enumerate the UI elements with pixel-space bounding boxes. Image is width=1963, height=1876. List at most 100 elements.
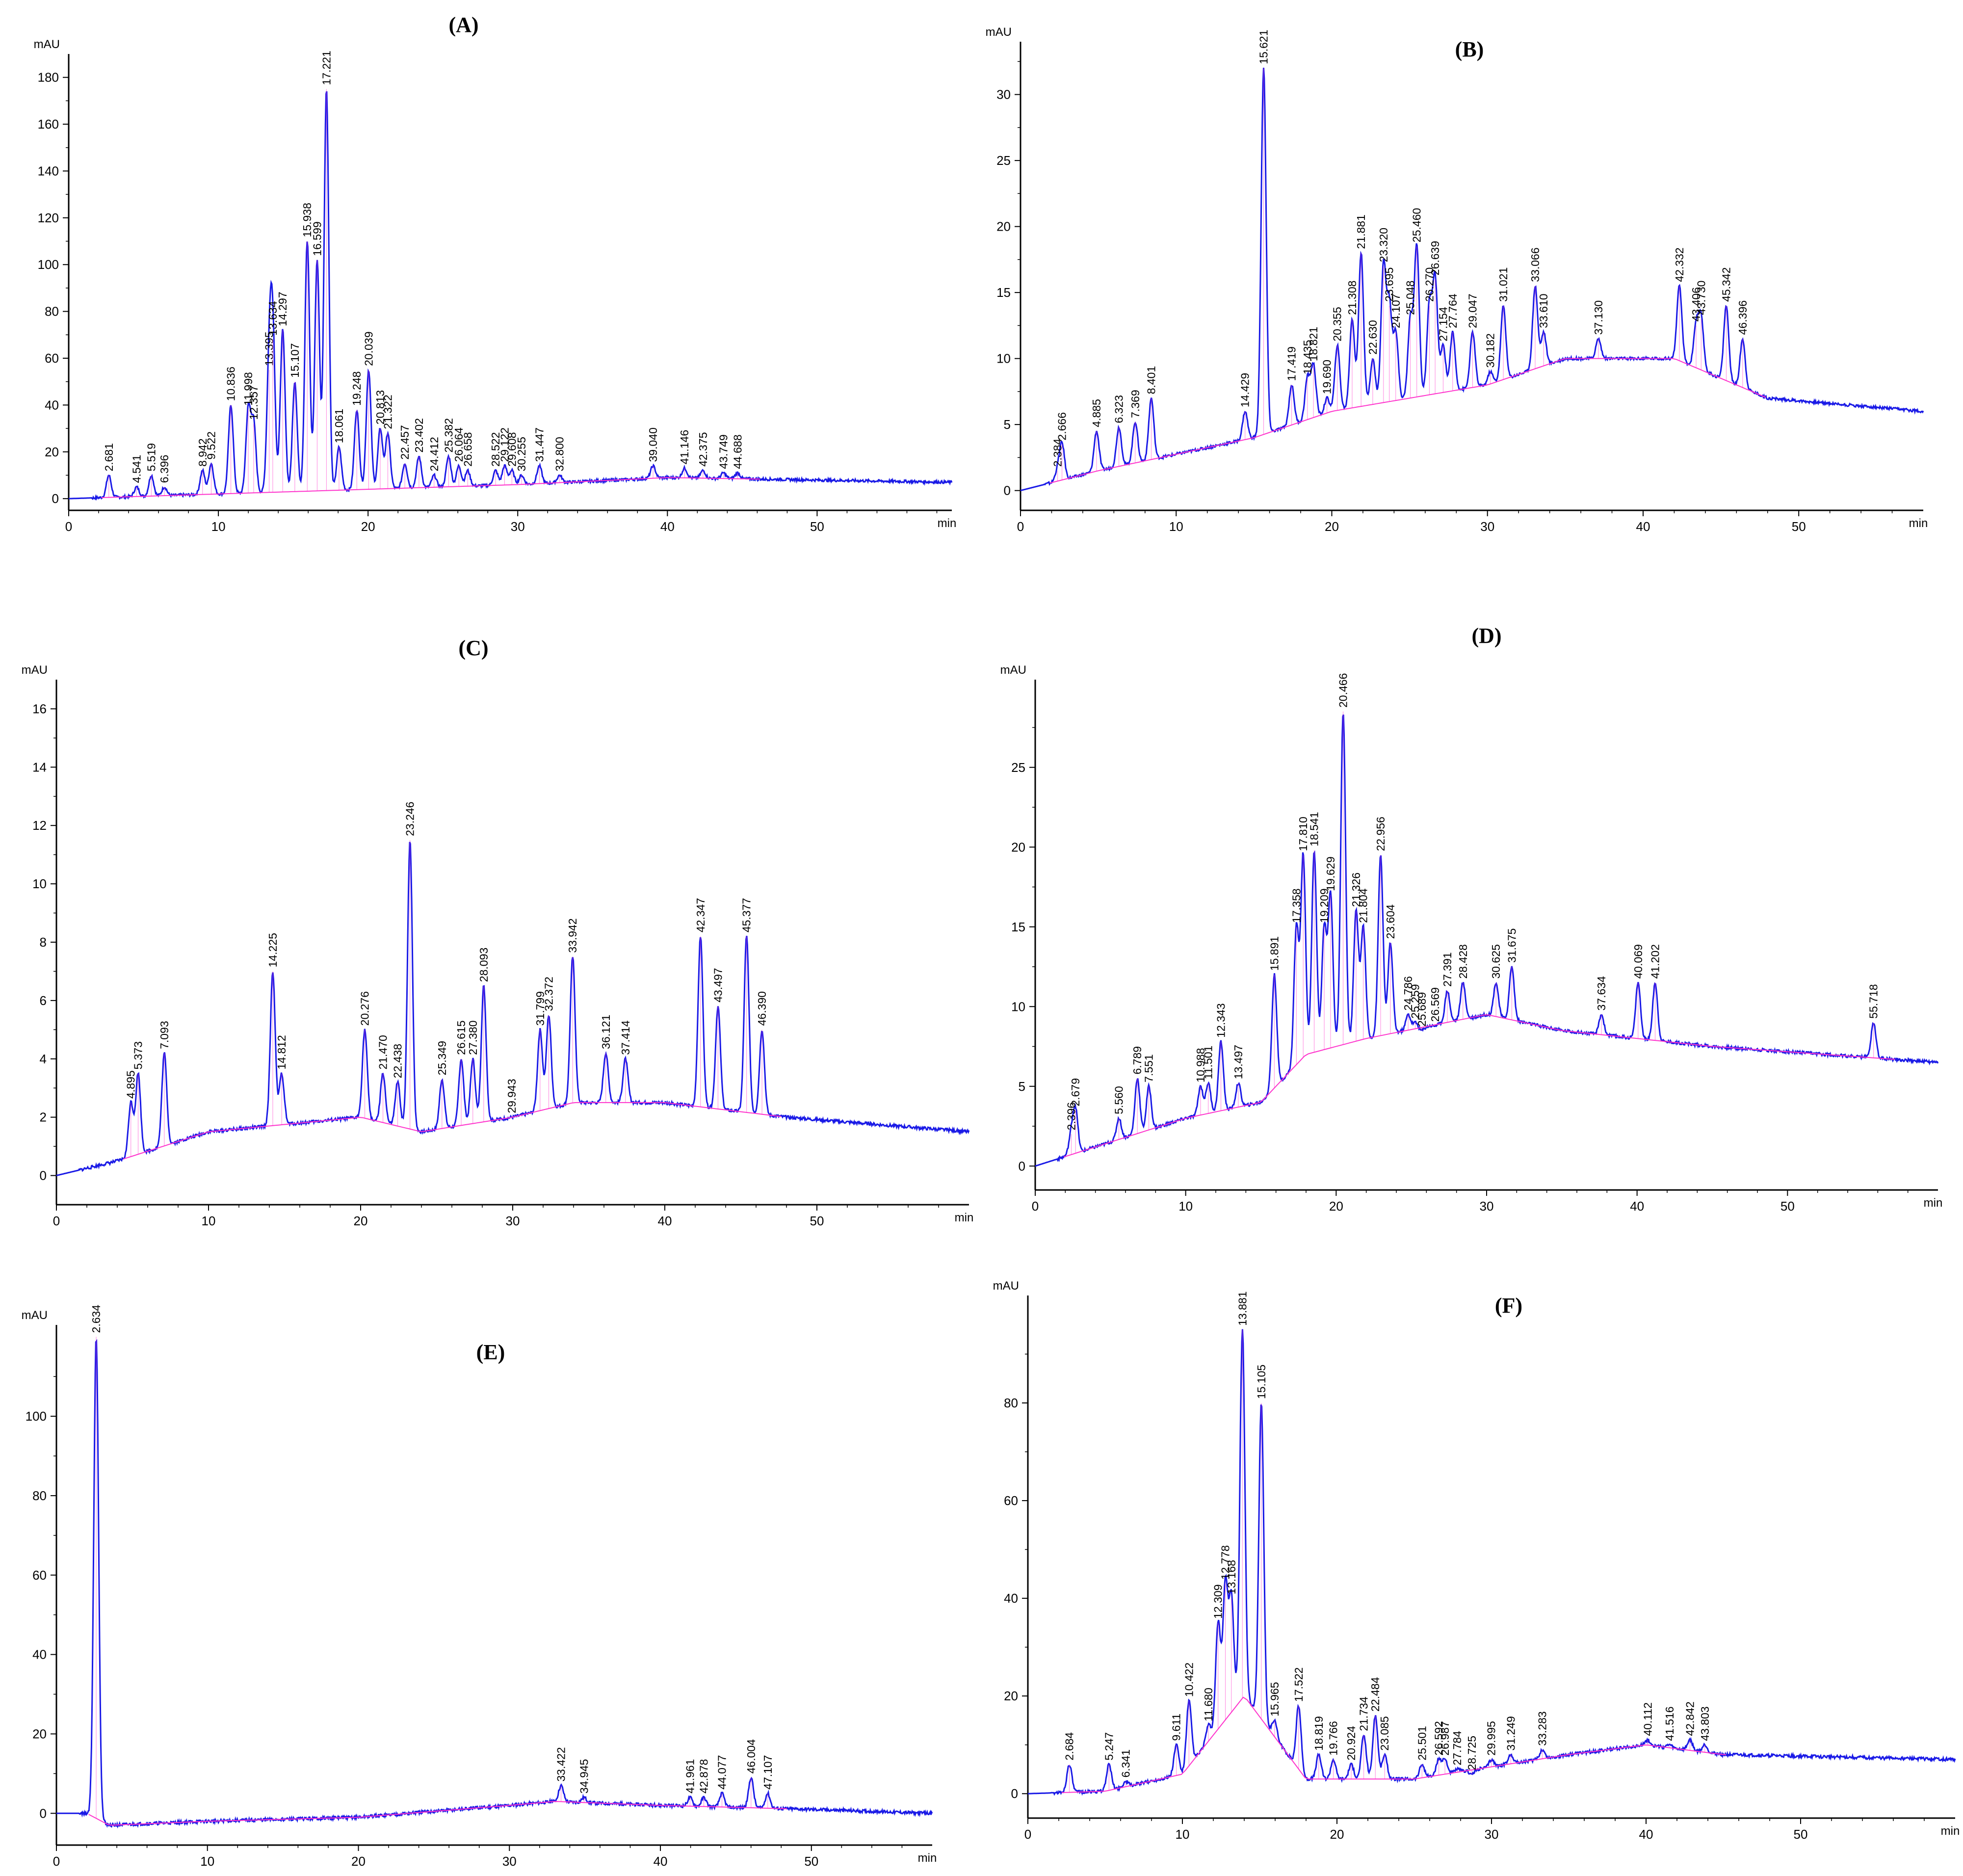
- peak-label: 15.891: [1268, 936, 1281, 971]
- y-tick-label: 20: [1011, 840, 1025, 854]
- peak-label: 25.689: [1415, 992, 1428, 1027]
- peak-label: 17.810: [1297, 817, 1309, 851]
- peak-label: 2.679: [1069, 1078, 1082, 1107]
- peak-label: 42.375: [697, 432, 709, 467]
- peak-label: 5.560: [1112, 1086, 1125, 1114]
- peak-label: 55.718: [1867, 984, 1880, 1018]
- peak-label: 37.634: [1595, 976, 1608, 1011]
- peak-label: 2.684: [1063, 1732, 1076, 1761]
- peak-label: 24.412: [428, 437, 441, 471]
- peak-label: 23.695: [1383, 267, 1396, 302]
- peak-label: 13.881: [1236, 1291, 1249, 1325]
- peak-label: 22.484: [1369, 1677, 1382, 1712]
- peak-label: 14.812: [275, 1035, 288, 1069]
- y-tick-label: 180: [38, 70, 59, 85]
- y-tick-label: 25: [996, 153, 1011, 168]
- peak-label: 12.357: [247, 385, 260, 420]
- y-tick-label: 30: [996, 87, 1011, 102]
- x-tick-label: 10: [211, 519, 226, 534]
- peak-label: 33.610: [1537, 293, 1550, 328]
- peak-label: 6.789: [1131, 1046, 1144, 1075]
- peak-label: 9.611: [1170, 1714, 1183, 1741]
- x-tick-label: 0: [53, 1214, 60, 1228]
- peak-label: 45.342: [1720, 267, 1732, 302]
- peak-label: 26.639: [1429, 241, 1441, 275]
- peak-label: 5.519: [145, 443, 157, 472]
- peak-label: 4.885: [1090, 399, 1103, 427]
- peak-label: 4.895: [125, 1070, 137, 1099]
- peak-label: 17.221: [320, 51, 333, 85]
- y-tick-label: 0: [1019, 1159, 1025, 1173]
- peak-label: 20.466: [1337, 673, 1350, 708]
- x-tick-label: 30: [1480, 519, 1494, 534]
- peak-label: 10.422: [1182, 1663, 1195, 1697]
- y-tick-label: 20: [45, 445, 59, 459]
- peak-label: 18.435: [1301, 340, 1314, 374]
- y-tick-label: 25: [1011, 760, 1025, 775]
- peak-label: 28.428: [1457, 944, 1469, 978]
- x-tick-label: 20: [1329, 1199, 1343, 1214]
- x-tick-label: 0: [1017, 519, 1024, 534]
- x-tick-label: 0: [53, 1854, 60, 1869]
- peak-label: 26.270: [1423, 267, 1436, 302]
- x-tick-label: 30: [1480, 1199, 1494, 1214]
- peak-label: 33.422: [555, 1747, 568, 1781]
- y-tick-label: 0: [40, 1168, 47, 1183]
- peak-label: 25.349: [436, 1041, 448, 1075]
- y-axis-unit-label: mAU: [34, 38, 60, 51]
- peak-label: 47.107: [761, 1755, 774, 1789]
- peak-label: 7.093: [158, 1021, 171, 1049]
- y-tick-label: 40: [45, 397, 59, 412]
- y-axis-unit-label: mAU: [1000, 663, 1026, 677]
- x-axis-unit-label: min: [1924, 1196, 1943, 1210]
- x-axis-unit-label: min: [938, 517, 957, 530]
- peak-label: 26.987: [1439, 1721, 1451, 1755]
- peak-label: 27.764: [1446, 293, 1459, 328]
- peak-label: 33.942: [566, 918, 579, 952]
- peak-label: 15.621: [1257, 29, 1270, 64]
- peak-label: 20.355: [1331, 307, 1344, 341]
- peak-label: 19.209: [1318, 888, 1331, 923]
- peak-label: 2.681: [103, 443, 115, 472]
- peak-label: 23.320: [1377, 228, 1390, 262]
- peak-label: 14.429: [1239, 373, 1252, 407]
- peak-label: 5.247: [1102, 1732, 1115, 1761]
- peak-label: 37.414: [619, 1020, 632, 1055]
- peak-label: 18.819: [1312, 1716, 1325, 1750]
- peak-label: 33.283: [1536, 1711, 1548, 1745]
- peak-label: 19.766: [1327, 1721, 1340, 1755]
- peak-label: 37.130: [1592, 300, 1605, 335]
- chart-title: (D): [1471, 624, 1501, 648]
- peak-label: 24.786: [1402, 976, 1414, 1010]
- peak-label: 22.630: [1366, 320, 1379, 354]
- y-tick-label: 20: [996, 219, 1011, 234]
- y-tick-label: 0: [52, 491, 59, 506]
- peak-label: 21.308: [1346, 281, 1359, 315]
- chart-title: (F): [1495, 1294, 1522, 1318]
- peak-label: 11.501: [1202, 1046, 1215, 1080]
- y-tick-label: 80: [32, 1488, 47, 1503]
- peak-label: 6.323: [1113, 395, 1125, 423]
- peak-label: 13.497: [1232, 1045, 1245, 1079]
- peak-label: 23.402: [413, 418, 425, 452]
- y-tick-label: 10: [32, 876, 47, 891]
- peak-label: 29.995: [1485, 1721, 1498, 1755]
- peak-label: 41.516: [1663, 1706, 1676, 1741]
- peak-label: 43.749: [717, 434, 730, 469]
- y-tick-label: 60: [32, 1568, 47, 1583]
- peak-label: 21.804: [1357, 888, 1370, 923]
- y-tick-label: 40: [1004, 1591, 1018, 1606]
- peak-label: 15.107: [288, 343, 301, 377]
- peak-label: 46.390: [756, 991, 768, 1026]
- peak-label: 2.666: [1056, 412, 1069, 441]
- peak-label: 28.522: [489, 432, 502, 467]
- y-tick-label: 0: [1004, 483, 1011, 498]
- peak-label: 20.924: [1345, 1726, 1358, 1761]
- y-tick-label: 14: [32, 760, 47, 774]
- peak-label: 32.372: [543, 977, 555, 1011]
- peak-label: 25.382: [442, 418, 455, 452]
- peak-label: 5.373: [132, 1041, 145, 1070]
- peak-label: 43.497: [711, 968, 724, 1002]
